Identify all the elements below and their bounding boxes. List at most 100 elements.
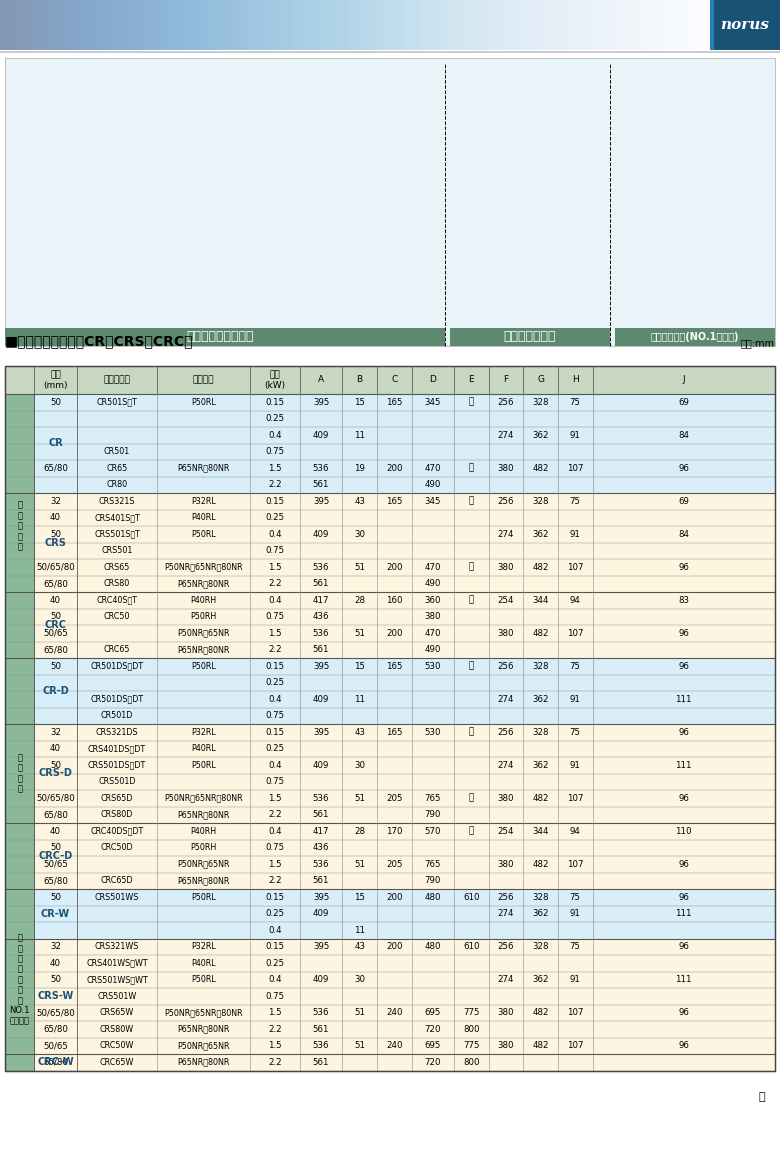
Text: 380: 380 [498, 629, 514, 638]
Bar [5, 658, 34, 889]
Bar [5, 493, 775, 509]
Text: 0.4: 0.4 [268, 926, 282, 934]
Text: 96: 96 [679, 662, 690, 671]
Bar [488, 367, 523, 393]
Text: CRC65: CRC65 [104, 645, 130, 655]
Text: P65NR／80NR: P65NR／80NR [178, 580, 230, 588]
Text: 610: 610 [463, 943, 480, 951]
Text: P65NR／80NR: P65NR／80NR [178, 1025, 230, 1034]
Text: 0.15: 0.15 [265, 892, 285, 902]
Text: 328: 328 [532, 727, 549, 737]
Bar [5, 477, 775, 493]
Text: P65NR／80NR: P65NR／80NR [178, 876, 230, 885]
Bar [5, 889, 775, 905]
Text: 417: 417 [313, 827, 329, 836]
Text: CRC-D: CRC-D [38, 851, 73, 861]
Text: 0.75: 0.75 [265, 612, 285, 622]
Bar [5, 427, 775, 444]
Text: 43: 43 [354, 727, 365, 737]
Text: 240: 240 [386, 1041, 402, 1050]
Text: 75: 75 [569, 943, 580, 951]
Text: 0.75: 0.75 [265, 711, 285, 720]
Text: 65/80: 65/80 [43, 810, 68, 820]
Bar [412, 367, 454, 393]
Text: P50RL: P50RL [191, 662, 216, 671]
Text: 口径
(mm): 口径 (mm) [43, 370, 68, 390]
Text: 530: 530 [424, 662, 441, 671]
Text: 96: 96 [679, 464, 690, 473]
Text: 2.2: 2.2 [268, 1025, 282, 1034]
Text: 536: 536 [313, 1008, 329, 1018]
Bar [5, 889, 34, 1070]
Text: P65NR／80NR: P65NR／80NR [178, 645, 230, 655]
Text: 200: 200 [386, 943, 402, 951]
Text: 40: 40 [50, 745, 61, 753]
Text: 561: 561 [313, 480, 329, 489]
Text: －: － [469, 497, 473, 506]
Bar [5, 575, 775, 593]
Bar [5, 856, 775, 872]
Bar [454, 367, 488, 393]
Text: 561: 561 [313, 580, 329, 588]
Text: 765: 765 [424, 860, 441, 869]
Text: 1.5: 1.5 [268, 629, 282, 638]
Text: 自
動
運
転: 自 動 運 転 [17, 753, 22, 794]
Text: CR80: CR80 [107, 480, 128, 489]
Text: －: － [469, 727, 473, 737]
Bar [0, 52, 780, 53]
Text: 256: 256 [498, 497, 514, 506]
Text: CR-D: CR-D [42, 686, 69, 696]
Bar [377, 367, 412, 393]
Text: 1.5: 1.5 [268, 860, 282, 869]
Text: CRS-W: CRS-W [37, 991, 73, 1001]
Text: 254: 254 [498, 827, 514, 836]
Text: 695: 695 [424, 1041, 441, 1050]
Text: 610: 610 [463, 892, 480, 902]
Text: 2.2: 2.2 [268, 810, 282, 820]
Text: P40RH: P40RH [190, 596, 217, 604]
Text: 0.4: 0.4 [268, 431, 282, 440]
Bar [615, 328, 775, 345]
Text: G: G [537, 376, 544, 384]
Text: 362: 362 [532, 694, 549, 704]
Text: 51: 51 [354, 860, 365, 869]
Text: 775: 775 [463, 1008, 480, 1018]
Text: 765: 765 [424, 794, 441, 803]
Text: 51: 51 [354, 1008, 365, 1018]
Text: CRC65W: CRC65W [100, 1057, 134, 1067]
Text: CRC40S／T: CRC40S／T [97, 596, 137, 604]
Bar [5, 609, 775, 625]
Text: 96: 96 [679, 943, 690, 951]
Text: 2.2: 2.2 [268, 480, 282, 489]
Text: 0.75: 0.75 [265, 546, 285, 555]
Text: P40RH: P40RH [190, 827, 217, 836]
Text: 30: 30 [354, 975, 365, 985]
Text: 470: 470 [424, 563, 441, 571]
Text: 96: 96 [679, 629, 690, 638]
Text: 11: 11 [354, 926, 365, 934]
Text: 165: 165 [386, 398, 402, 406]
Text: 51: 51 [354, 563, 365, 571]
Text: 0.15: 0.15 [265, 497, 285, 506]
Text: －: － [469, 563, 473, 571]
Text: 107: 107 [567, 563, 583, 571]
Text: 51: 51 [354, 794, 365, 803]
Text: 🔧: 🔧 [759, 1093, 765, 1102]
Bar [34, 938, 76, 1054]
Text: P40RL: P40RL [191, 513, 216, 522]
Text: －: － [469, 827, 473, 836]
Bar [5, 1054, 775, 1070]
Text: 490: 490 [424, 645, 441, 655]
Text: －: － [469, 398, 473, 406]
Text: 0.75: 0.75 [265, 447, 285, 457]
Text: 65/80: 65/80 [43, 464, 68, 473]
Text: 107: 107 [567, 1041, 583, 1050]
Text: 561: 561 [313, 810, 329, 820]
Bar [450, 328, 610, 345]
Bar [34, 823, 76, 889]
Bar [5, 444, 775, 460]
Text: P32RL: P32RL [191, 727, 216, 737]
Text: 65/80: 65/80 [43, 876, 68, 885]
Bar [5, 526, 775, 542]
Text: 83: 83 [679, 596, 690, 604]
